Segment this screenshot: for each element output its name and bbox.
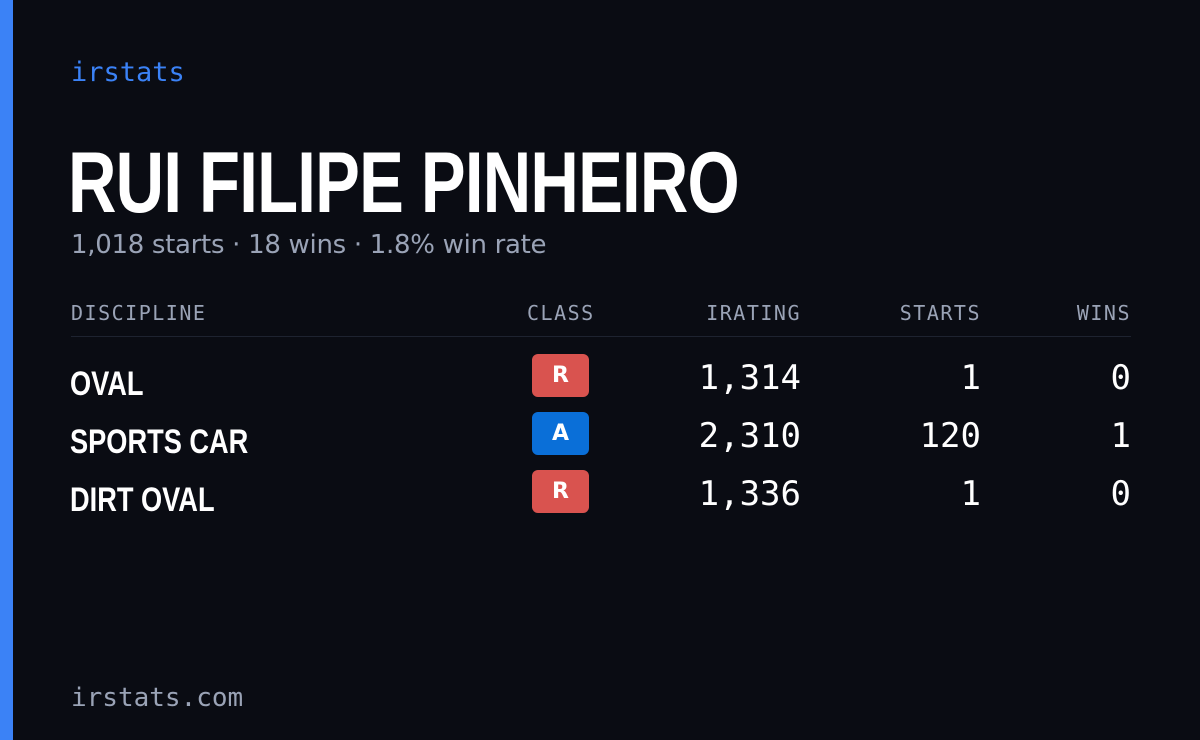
class-badge: A [532,412,589,455]
starts-value: 1 [960,474,981,514]
summary-separator: · [232,230,241,260]
header-discipline: DISCIPLINE [71,301,207,325]
discipline-name: SPORTS CAR [70,423,249,461]
irating-value: 1,314 [698,358,801,398]
driver-summary: 1,018 starts · 18 wins · 1.8% win rate [71,227,547,263]
discipline-name: DIRT OVAL [70,481,215,519]
driver-name: RUI FILIPE PINHEIRO [68,135,740,231]
irating-value: 1,336 [698,474,801,514]
table-row: OVAL R 1,314 1 0 [70,350,1131,408]
header-wins: WINS [1076,301,1131,325]
discipline-name: OVAL [70,365,144,403]
header-starts: STARTS [899,301,981,325]
header-divider [71,336,1131,337]
summary-starts: 1,018 starts [71,230,225,260]
class-badge: R [532,354,589,397]
header-irating: IRATING [706,301,801,325]
accent-bar [0,0,13,740]
header-class: CLASS [527,301,595,325]
summary-win-rate: 1.8% win rate [369,230,547,260]
footer-url: irstats.com [71,683,244,713]
table-header: DISCIPLINE CLASS IRATING STARTS WINS [71,298,1131,328]
summary-wins: 18 wins [248,230,346,260]
class-badge: R [532,470,589,513]
summary-separator: · [353,230,362,260]
table-row: SPORTS CAR A 2,310 120 1 [70,408,1131,466]
wins-value: 0 [1110,474,1131,514]
discipline-table: OVAL R 1,314 1 0 SPORTS CAR A 2,310 120 … [70,350,1131,524]
starts-value: 120 [919,416,981,456]
brand-logo: irstats [71,57,185,88]
irating-value: 2,310 [698,416,801,456]
starts-value: 1 [960,358,981,398]
table-row: DIRT OVAL R 1,336 1 0 [70,466,1131,524]
wins-value: 0 [1110,358,1131,398]
wins-value: 1 [1110,416,1131,456]
